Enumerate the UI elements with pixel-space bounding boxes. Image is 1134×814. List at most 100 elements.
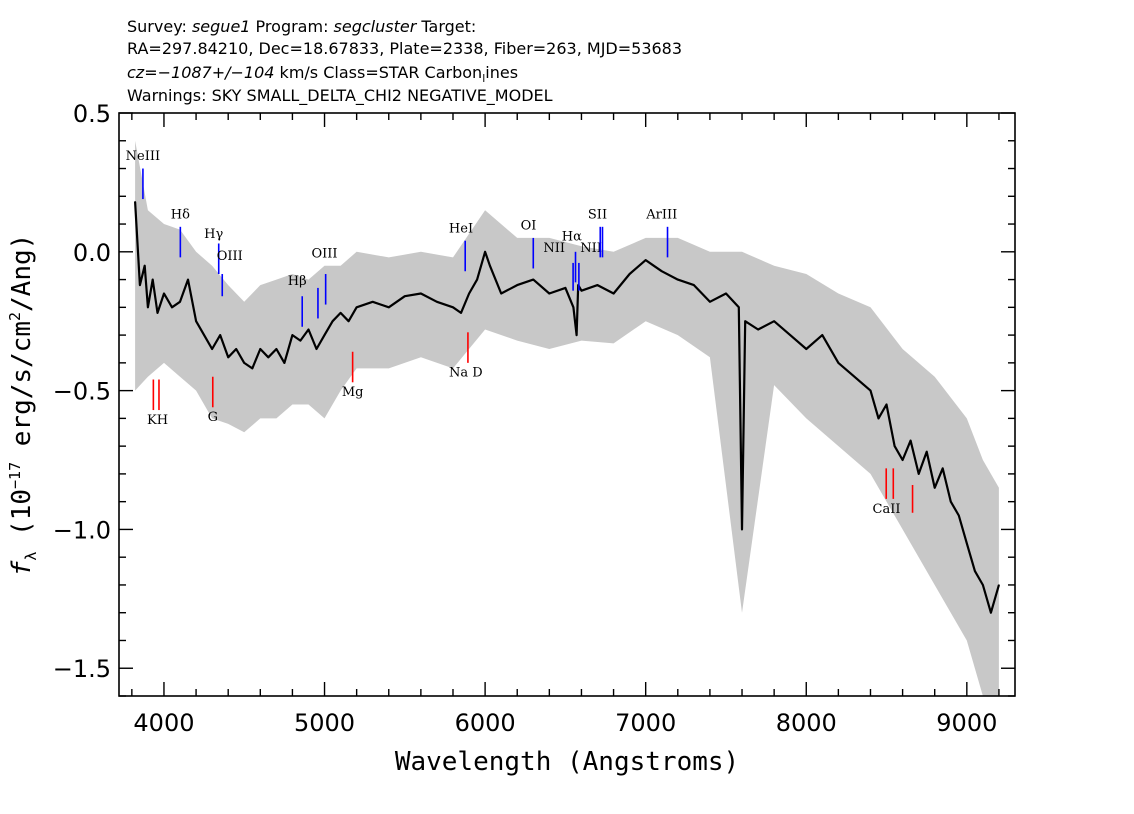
flux-point (259, 348, 262, 350)
spectral-line-label: Na D (449, 366, 483, 381)
flux-point (151, 278, 154, 281)
error-band-layer (135, 140, 999, 697)
flux-point (251, 367, 254, 370)
flux-point (299, 339, 302, 342)
flux-point (917, 473, 920, 475)
flux-point (660, 270, 663, 273)
flux-point (436, 301, 438, 303)
flux-point (355, 306, 358, 309)
flux-point (179, 301, 181, 303)
flux-point (644, 259, 647, 261)
flux-point (998, 584, 1000, 586)
flux-point (877, 417, 880, 420)
flux-point (741, 528, 743, 531)
axis-ticks: 4000 5000 6000 7000 8000 9000 0.5 0.0 −0.5 −1.0 −1… (53, 100, 1015, 737)
spectral-line-label: NII (580, 241, 602, 256)
flux-point (580, 289, 583, 292)
flux-point (893, 445, 896, 447)
flux-point (388, 306, 390, 309)
flux-point (275, 348, 278, 350)
flux-point (958, 514, 960, 517)
spectral-line-label: OIII (217, 249, 243, 264)
flux-point (339, 312, 342, 314)
flux-point (331, 320, 334, 323)
flux-point (267, 356, 270, 359)
flux-point (243, 362, 245, 364)
flux-point (516, 284, 518, 286)
spectral-line-label: OIII (311, 246, 337, 261)
flux-point (990, 611, 992, 614)
flux-point (404, 295, 406, 298)
y-axis-title: fλ (10−17 erg/s/cm2/Ang) (6, 234, 40, 577)
flux-point (974, 570, 976, 572)
spectral-line-label: ArIII (645, 207, 677, 222)
spectral-line-label: Hβ (288, 274, 307, 289)
x-tick-label: 6000 (455, 709, 516, 737)
y-tick-label: 0.5 (73, 100, 111, 128)
flux-point (171, 306, 173, 309)
header-line-2: RA=297.84210, Dec=18.67833, Plate=2338, … (127, 39, 682, 58)
flux-point (235, 348, 237, 350)
flux-point (476, 278, 478, 281)
flux-point (371, 301, 374, 303)
flux-point (500, 292, 503, 295)
flux-point (564, 287, 567, 289)
flux-point (323, 334, 326, 336)
spectral-line-label: SII (588, 207, 607, 222)
flux-point (757, 328, 759, 331)
spectral-line-label: Hγ (204, 227, 223, 242)
flux-point (572, 306, 575, 309)
spectral-line-label: KH (147, 413, 168, 428)
spectral-line-label: Mg (342, 385, 364, 400)
spectral-line-label: G (208, 410, 218, 425)
flux-point (966, 542, 968, 545)
spectral-line-label: NII (543, 241, 565, 256)
plot-frame (118, 112, 1016, 697)
flux-point (693, 284, 695, 286)
header-line-3: cz=−1087+/−104 km/s Class=STAR Carbonlin… (127, 63, 518, 85)
y-tick-label: −1.0 (53, 516, 111, 544)
flux-point (744, 320, 746, 323)
flux-point (925, 450, 928, 453)
flux-point (789, 334, 791, 336)
spectral-line-label: CaII (873, 502, 901, 517)
flux-layer (134, 201, 1000, 614)
flux-point (885, 403, 888, 406)
flux-point (941, 467, 944, 470)
y-tick-label: −0.5 (53, 378, 111, 406)
flux-point (901, 459, 904, 461)
x-tick-label: 4000 (133, 709, 194, 737)
flux-point (909, 439, 912, 442)
flux-point (156, 312, 159, 314)
flux-point (211, 348, 213, 350)
flux-point (452, 306, 454, 309)
flux-point (738, 306, 740, 309)
header-line-1: Survey: segue1 Program: segcluster Targe… (127, 17, 476, 36)
spectral-line-label: HeI (449, 221, 473, 236)
flux-point (315, 348, 318, 350)
x-tick-label: 5000 (294, 709, 355, 737)
flux-point (982, 584, 984, 586)
flux-point (933, 487, 936, 489)
header-line-4: Warnings: SKY SMALL_DELTA_CHI2 NEGATIVE_… (127, 86, 553, 106)
spectral-line-label: NeIII (126, 149, 160, 164)
y-tick-label: 0.0 (73, 239, 111, 267)
error-band (135, 140, 999, 697)
flux-point (853, 375, 856, 378)
spectral-line-label: OI (521, 219, 537, 234)
flux-point (219, 334, 221, 336)
flux-point (596, 284, 599, 286)
flux-point (484, 251, 486, 253)
x-tick-label: 9000 (936, 709, 997, 737)
flux-point (139, 284, 141, 286)
flux-point (307, 328, 310, 331)
flux-point (773, 320, 775, 323)
flux-point (227, 356, 229, 359)
flux-point (143, 264, 146, 267)
flux-point (460, 312, 462, 314)
flux-point (489, 264, 491, 267)
flux-point (548, 292, 551, 295)
flux-point (468, 292, 470, 295)
